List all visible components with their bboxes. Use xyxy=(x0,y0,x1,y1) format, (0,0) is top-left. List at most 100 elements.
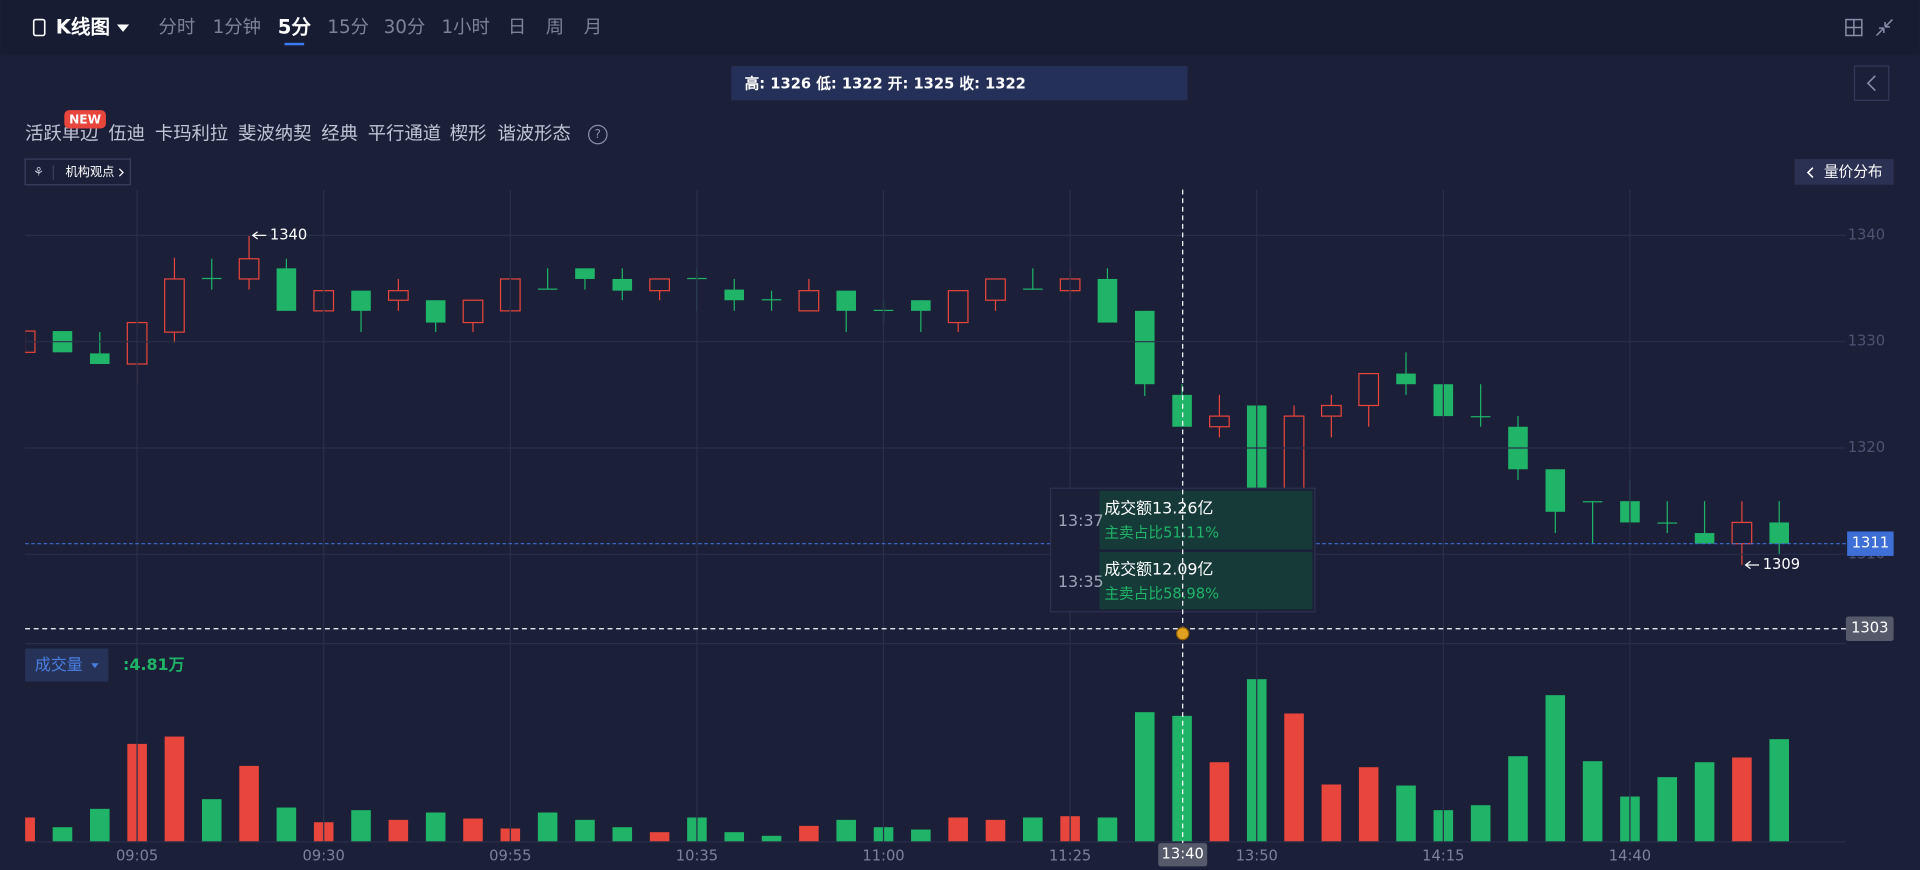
tab[interactable]: 1小时 xyxy=(441,17,489,38)
tool[interactable]: 伍迪 xyxy=(108,124,145,145)
collapse-icon[interactable] xyxy=(1875,19,1893,37)
tooltip-amount: 成交额13.26亿 xyxy=(1104,499,1213,518)
y-tick-label: 1320 xyxy=(1848,439,1885,456)
volume-bar xyxy=(351,810,371,842)
candle-body xyxy=(985,278,1006,301)
tooltip-time: 13:35 xyxy=(1058,572,1104,591)
side-toggle-arrow xyxy=(1866,75,1876,92)
volume-profile-button[interactable] xyxy=(1794,159,1894,185)
extreme-arrow xyxy=(251,231,267,240)
volume-bar xyxy=(1284,713,1304,842)
candle-body xyxy=(1470,416,1491,418)
crosshair-price-label: 1303 xyxy=(1851,620,1888,637)
volume-bar xyxy=(575,819,595,842)
x-tick-label: 09:30 xyxy=(303,848,345,865)
volume-bar xyxy=(388,819,409,842)
tool[interactable]: 卡玛利拉 xyxy=(155,124,228,145)
volume-bar xyxy=(201,799,222,842)
candle-body xyxy=(351,290,371,311)
volume-bar xyxy=(239,765,259,842)
tooltip-ratio: 主卖占比58.98% xyxy=(1104,586,1219,603)
candle-body xyxy=(1097,278,1118,323)
candle-body xyxy=(1545,469,1566,512)
side-toggle[interactable] xyxy=(1853,65,1890,101)
help-text: ? xyxy=(595,127,602,141)
candle-body xyxy=(1657,522,1678,524)
candle-body xyxy=(724,289,745,301)
tab[interactable]: 30分 xyxy=(384,17,426,38)
volume-bar xyxy=(52,827,73,842)
volume-bar xyxy=(1470,805,1491,842)
candle-body xyxy=(1358,372,1380,407)
volume-bar xyxy=(1396,785,1416,842)
tool[interactable]: 谐波形态 xyxy=(497,124,570,145)
volume-bar xyxy=(1209,762,1230,842)
candle-body xyxy=(1694,533,1715,544)
volume-bar xyxy=(649,832,670,842)
candle-body xyxy=(1731,521,1753,545)
panel-title[interactable]: K线图 xyxy=(56,16,110,39)
crosshair-time-label: 13:40 xyxy=(1162,846,1204,863)
x-tick-label: 11:00 xyxy=(862,848,904,865)
institution-button[interactable] xyxy=(24,158,131,186)
volume-bar xyxy=(1321,784,1342,842)
volume-selector-arrow xyxy=(91,663,99,669)
volume-bar xyxy=(1545,695,1566,842)
candle-body xyxy=(1582,501,1603,503)
last-price-box xyxy=(1847,531,1894,556)
help-icon[interactable] xyxy=(588,124,608,145)
dropdown-arrow[interactable] xyxy=(116,24,130,32)
candle-body xyxy=(798,290,820,312)
tab[interactable]: 月 xyxy=(584,17,602,38)
volume-bar xyxy=(1097,817,1118,842)
volume-bar xyxy=(1172,715,1192,842)
candle-body xyxy=(649,278,670,292)
tool[interactable]: 活跃单边 xyxy=(25,124,98,145)
ohlc-bar xyxy=(731,66,1188,101)
candle-body xyxy=(425,300,446,323)
new-badge-text: NEW xyxy=(69,112,102,126)
volume-bar xyxy=(1508,756,1528,842)
tooltip-ratio: 主卖占比51.11% xyxy=(1104,525,1219,542)
volume-selector-text: 成交量 xyxy=(35,655,83,674)
candle-body xyxy=(537,288,558,290)
crosshair-time-box xyxy=(1158,843,1208,867)
volume-bar xyxy=(1134,712,1155,842)
tool[interactable]: 斐波纳契 xyxy=(238,124,311,145)
tab[interactable]: 周 xyxy=(546,17,564,38)
tab[interactable]: 1分钟 xyxy=(213,17,261,38)
candle-body xyxy=(276,268,297,311)
candle-body xyxy=(612,278,633,291)
tool[interactable]: 平行通道 xyxy=(368,124,441,145)
tab[interactable]: 15分 xyxy=(327,17,369,38)
candle-body xyxy=(1283,415,1305,492)
volume-bar xyxy=(836,819,856,842)
candle-body xyxy=(836,290,856,311)
candle-body xyxy=(1134,310,1155,385)
candle-body xyxy=(201,277,222,280)
overlay: 1303 13:40 xyxy=(25,189,1894,867)
chart-icon xyxy=(32,18,46,37)
extreme-label: 1340 xyxy=(270,226,307,243)
tool[interactable]: 经典 xyxy=(321,124,358,145)
volume-profile-arrow xyxy=(1806,167,1814,178)
tab[interactable]: 分时 xyxy=(159,17,196,38)
tool[interactable]: 楔形 xyxy=(450,124,487,145)
volume-bar xyxy=(463,818,483,842)
tab[interactable]: 日 xyxy=(508,17,526,38)
x-tick-label: 10:35 xyxy=(676,848,718,865)
candle-body xyxy=(1023,288,1043,290)
candle-body xyxy=(761,299,782,301)
volume-value: :4.81万 xyxy=(123,655,185,674)
candle-body xyxy=(90,353,110,365)
tab[interactable]: 5分 xyxy=(278,16,312,39)
plot xyxy=(25,235,1790,842)
x-tick-label: 14:15 xyxy=(1422,848,1464,865)
tabs: 分时 1分钟 5分 15分 30分 1小时日周月 xyxy=(159,16,602,46)
tooltip-row-bg xyxy=(1099,490,1313,550)
layout-icon-lines xyxy=(1845,19,1862,36)
crosshair-dot xyxy=(1175,626,1190,641)
